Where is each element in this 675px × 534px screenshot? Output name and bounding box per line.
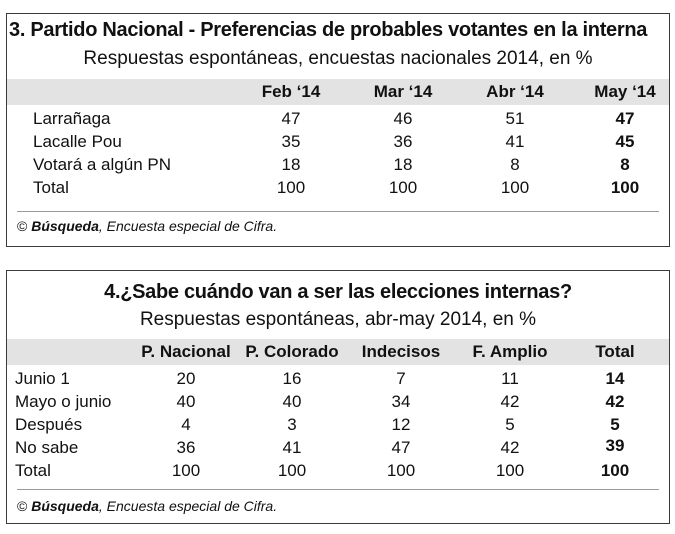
table1-row-label: Lacalle Pou [33, 132, 122, 151]
table2-cell: 4 [181, 415, 191, 434]
table2-header-band [7, 339, 669, 365]
table2-cell: 47 [391, 438, 411, 457]
table1-row-label: Votará a algún PN [33, 155, 171, 174]
table2-row-label: Junio 1 [15, 369, 70, 388]
table1-row-label: Larrañaga [33, 109, 111, 128]
table2-cell: 16 [282, 369, 302, 388]
table1-cell: 18 [281, 155, 301, 174]
table2-source: © Búsqueda, Encuesta especial de Cifra. [17, 498, 277, 514]
table2-cell: 40 [282, 392, 302, 411]
table2-divider [17, 489, 659, 490]
table2-cell: 40 [176, 392, 196, 411]
table1-cell: 36 [393, 132, 413, 151]
table1-cell: 47 [281, 109, 301, 128]
table1-cell: 100 [610, 178, 640, 197]
table1-cell: 8 [510, 155, 520, 174]
table1-cell: 41 [505, 132, 525, 151]
source-text: , Encuesta especial de Cifra. [98, 498, 278, 514]
table1-title: 3. Partido Nacional - Preferencias de pr… [9, 19, 648, 41]
copyright-symbol: © [17, 218, 28, 234]
table1-cell: 100 [388, 178, 418, 197]
table2-subtitle: Respuestas espontáneas, abr-may 2014, en… [139, 309, 537, 330]
table2-title: 4.¿Sabe cuándo van a ser las elecciones … [104, 281, 572, 303]
table2-cell: 42 [500, 438, 520, 457]
table1-cell: 18 [393, 155, 413, 174]
table1-col-header: Mar ‘14 [373, 82, 433, 101]
table2-cell: 100 [277, 461, 307, 480]
partido-nacional-preferences-table: 3. Partido Nacional - Preferencias de pr… [6, 13, 670, 247]
copyright-symbol: © [17, 498, 28, 514]
table1-header-band [7, 79, 669, 105]
table2-cell: 20 [176, 369, 196, 388]
table1-cell: 45 [615, 132, 635, 151]
source-brand: Búsqueda [31, 498, 99, 514]
table2-cell: 11 [501, 369, 519, 388]
table2-row-label: No sabe [15, 438, 79, 457]
table2-cell: 39 [605, 436, 625, 455]
table2-col-header: Total [595, 342, 635, 361]
table2-cell: 12 [391, 415, 411, 434]
table2-cell: 100 [600, 461, 630, 480]
table1-subtitle: Respuestas espontáneas, encuestas nacion… [83, 48, 593, 69]
source-text: , Encuesta especial de Cifra. [98, 218, 278, 234]
table1-col-header: May ‘14 [594, 82, 656, 101]
table2-row-label: Total [15, 461, 51, 480]
table2-cell: 42 [605, 392, 625, 411]
table2-cell: 100 [171, 461, 201, 480]
table2-col-header: F. Amplio [472, 342, 548, 361]
table2-cell: 36 [176, 438, 196, 457]
table2-cell: 7 [396, 369, 406, 388]
table1-source: © Búsqueda, Encuesta especial de Cifra. [17, 218, 277, 234]
table2-col-header: P. Nacional [141, 342, 231, 361]
table1-row-label: Total [33, 178, 69, 197]
table2-cell: 5 [505, 415, 515, 434]
table2-col-header: P. Colorado [245, 342, 339, 361]
table2-row-label: Mayo o junio [15, 392, 112, 411]
table1-cell: 35 [281, 132, 301, 151]
table1-cell: 8 [620, 155, 630, 174]
table2-cell: 41 [282, 438, 302, 457]
source-brand: Búsqueda [31, 218, 99, 234]
table1-cell: 100 [276, 178, 306, 197]
table1-divider [17, 211, 659, 212]
table2-col-header: Indecisos [361, 342, 441, 361]
table1-cell: 47 [615, 109, 635, 128]
table1-col-header: Abr ‘14 [486, 82, 544, 101]
table2-cell: 42 [500, 392, 520, 411]
table2-cell: 5 [610, 415, 620, 434]
table1-cell: 100 [500, 178, 530, 197]
table2-cell: 100 [495, 461, 525, 480]
table2-cell: 14 [605, 369, 625, 388]
table1-col-header: Feb ‘14 [261, 82, 321, 101]
table1-cell: 46 [393, 109, 413, 128]
table2-cell: 100 [386, 461, 416, 480]
table1-cell: 51 [505, 109, 525, 128]
table2-cell: 3 [287, 415, 297, 434]
table2-cell: 34 [391, 392, 411, 411]
election-date-knowledge-table: 4.¿Sabe cuándo van a ser las elecciones … [6, 270, 670, 524]
table2-row-label: Después [15, 415, 83, 434]
